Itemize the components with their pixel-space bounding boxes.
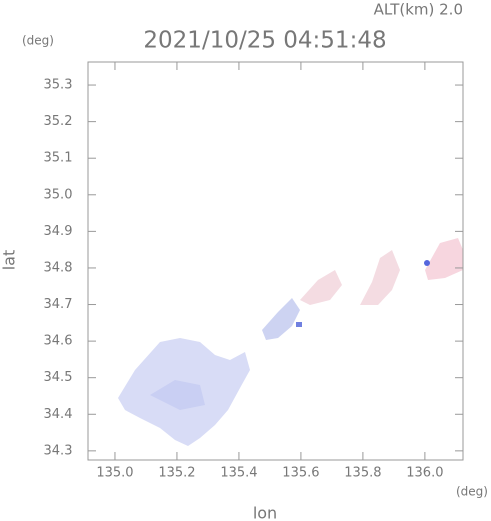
y-tick-label: 35.2	[44, 114, 73, 129]
chart-title: 2021/10/25 04:51:48	[143, 28, 386, 54]
y-axis-label: lat	[0, 250, 19, 271]
echo-spot	[296, 322, 302, 327]
x-unit: (deg)	[456, 485, 488, 499]
x-tick-label: 135.4	[220, 466, 257, 481]
altitude-label: ALT(km) 2.0	[374, 1, 463, 19]
y-tick-label: 34.7	[44, 297, 73, 312]
echo-area	[425, 238, 463, 280]
echo-area	[262, 298, 300, 340]
x-tick-label: 135.8	[344, 466, 381, 481]
x-axis-label: lon	[253, 504, 277, 521]
y-tick-label: 34.6	[44, 334, 73, 349]
echo-area	[360, 250, 400, 305]
echo-field	[118, 238, 463, 446]
y-tick-label: 34.3	[44, 443, 73, 458]
y-tick-label: 34.5	[44, 370, 73, 385]
y-tick-label: 35.0	[44, 187, 73, 202]
x-tick-label: 135.0	[96, 466, 133, 481]
x-tick-label: 135.2	[158, 466, 195, 481]
x-tick-label: 135.6	[282, 466, 319, 481]
plot-frame	[87, 61, 464, 461]
y-tick-label: 34.9	[44, 224, 73, 239]
echo-area	[150, 380, 205, 410]
y-unit: (deg)	[22, 34, 54, 48]
x-tick-label: 136.0	[406, 466, 443, 481]
y-tick-label: 34.4	[44, 407, 73, 422]
echo-area	[300, 270, 342, 305]
y-tick-label: 35.3	[44, 78, 73, 93]
y-tick-label: 34.8	[44, 260, 73, 275]
y-tick-label: 35.1	[44, 151, 73, 166]
echo-spot	[424, 260, 430, 266]
